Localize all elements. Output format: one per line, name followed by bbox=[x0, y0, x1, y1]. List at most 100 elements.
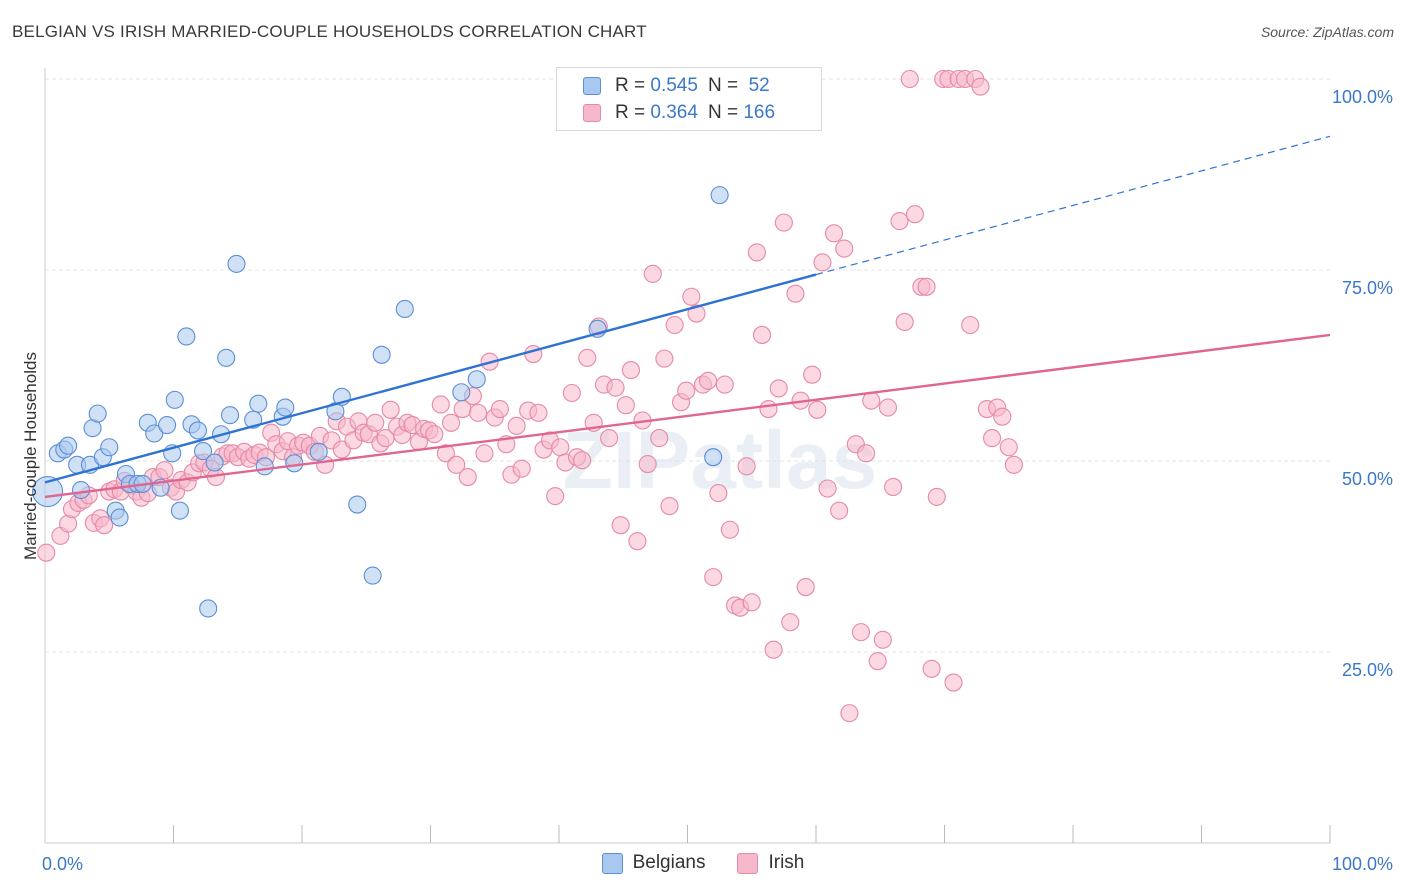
irish-point bbox=[742, 593, 761, 612]
irish-point bbox=[687, 304, 706, 323]
stats-row-belgians: R = 0.545 N = 52 bbox=[557, 74, 770, 98]
irish-point bbox=[840, 704, 859, 723]
irish-point bbox=[927, 487, 946, 506]
irish-point bbox=[490, 399, 509, 419]
irish-point bbox=[660, 497, 679, 516]
irish-swatch bbox=[583, 104, 601, 122]
chart-title: BELGIAN VS IRISH MARRIED-COUPLE HOUSEHOL… bbox=[12, 22, 647, 41]
irish-point bbox=[431, 395, 450, 414]
irish-point bbox=[655, 349, 674, 368]
belgians-point bbox=[170, 501, 189, 520]
irish-legend-swatch bbox=[737, 852, 759, 874]
r-value: 0.364 bbox=[650, 102, 698, 123]
belgians-point bbox=[110, 508, 129, 527]
belgians-point bbox=[158, 416, 177, 435]
irish-point bbox=[578, 348, 597, 367]
irish-point bbox=[665, 315, 684, 335]
irish-point bbox=[818, 479, 837, 498]
irish-point bbox=[611, 516, 630, 535]
belgians-point bbox=[309, 442, 328, 461]
irish-point bbox=[546, 487, 565, 506]
tick-labels: 25.0% 50.0% 75.0% 100.0% 0.0% 100.0% bbox=[42, 87, 1393, 874]
irish-point bbox=[155, 461, 174, 480]
irish-point bbox=[606, 378, 625, 397]
y-tick-label: 100.0% bbox=[1332, 87, 1393, 107]
belgians-point bbox=[100, 438, 119, 457]
irish-point bbox=[677, 381, 696, 400]
belgians-point bbox=[220, 406, 240, 425]
belgians-trend-line bbox=[44, 273, 817, 484]
irish-series bbox=[37, 69, 1023, 723]
irish-point bbox=[796, 578, 815, 597]
irish-point bbox=[616, 396, 635, 415]
irish-point bbox=[900, 69, 919, 89]
belgians-point bbox=[71, 480, 91, 500]
stats-row-irish: R = 0.364 N = 166 bbox=[557, 101, 775, 125]
irish-trend-line bbox=[44, 333, 1331, 499]
n-value: 52 bbox=[748, 75, 770, 96]
legend-item-belgians[interactable]: Belgians bbox=[601, 852, 706, 874]
y-tick-label: 75.0% bbox=[1342, 278, 1393, 298]
y-tick-label: 50.0% bbox=[1342, 469, 1393, 489]
irish-point bbox=[971, 77, 990, 96]
irish-point bbox=[873, 630, 892, 649]
irish-point bbox=[628, 532, 647, 551]
belgians-point bbox=[177, 327, 196, 346]
irish-point bbox=[808, 400, 827, 419]
n-value: 166 bbox=[743, 102, 776, 123]
irish-point bbox=[993, 407, 1012, 426]
irish-point bbox=[917, 277, 936, 296]
belgians-point bbox=[88, 404, 107, 423]
irish-point bbox=[895, 312, 914, 332]
irish-point bbox=[95, 516, 114, 535]
belgians-point bbox=[452, 383, 471, 402]
irish-point bbox=[475, 444, 494, 463]
belgians-point bbox=[363, 566, 382, 585]
irish-point bbox=[830, 501, 849, 520]
irish-point bbox=[551, 438, 570, 457]
belgians-point bbox=[145, 424, 164, 443]
irish-point bbox=[824, 224, 844, 243]
belgians-point bbox=[194, 442, 213, 461]
belgians-series bbox=[32, 186, 729, 618]
belgians-point bbox=[199, 599, 218, 618]
irish-point bbox=[643, 264, 662, 283]
irish-point bbox=[512, 459, 531, 478]
irish-point bbox=[944, 673, 963, 692]
irish-point bbox=[737, 457, 756, 476]
irish-point bbox=[759, 399, 778, 419]
trend-lines bbox=[44, 135, 1331, 499]
irish-point bbox=[682, 287, 701, 306]
irish-point bbox=[458, 467, 477, 487]
irish-point bbox=[621, 361, 641, 380]
chart-source: Source: ZipAtlas.com bbox=[1260, 24, 1394, 40]
r-label: R = bbox=[615, 102, 646, 123]
irish-point bbox=[982, 429, 1002, 448]
belgians-point bbox=[205, 453, 224, 472]
stats-legend: R = 0.545 N = 52 R = 0.364 N = 166 bbox=[556, 67, 822, 131]
belgians-point bbox=[227, 254, 246, 273]
irish-point bbox=[890, 212, 909, 231]
legend-label-belgians: Belgians bbox=[632, 852, 706, 873]
belgians-point bbox=[217, 348, 236, 367]
irish-point bbox=[851, 623, 871, 642]
irish-point bbox=[709, 484, 728, 503]
irish-point bbox=[425, 425, 444, 444]
belgians-point bbox=[348, 495, 367, 514]
irish-point bbox=[774, 213, 793, 232]
grid-lines bbox=[45, 78, 1330, 653]
belgians-trend-extension bbox=[815, 135, 1331, 276]
belgians-point bbox=[372, 345, 391, 364]
belgians-point bbox=[710, 186, 729, 205]
belgians-point bbox=[395, 299, 414, 319]
y-axis-label: Married-couple Households bbox=[21, 352, 40, 560]
belgians-point bbox=[255, 457, 274, 476]
r-label: R = bbox=[615, 75, 646, 96]
irish-point bbox=[961, 315, 980, 335]
irish-point bbox=[878, 398, 898, 417]
irish-point bbox=[37, 543, 56, 562]
irish-point bbox=[699, 371, 718, 390]
irish-point bbox=[468, 403, 488, 422]
legend-item-irish[interactable]: Irish bbox=[737, 852, 804, 874]
irish-point bbox=[857, 444, 876, 463]
